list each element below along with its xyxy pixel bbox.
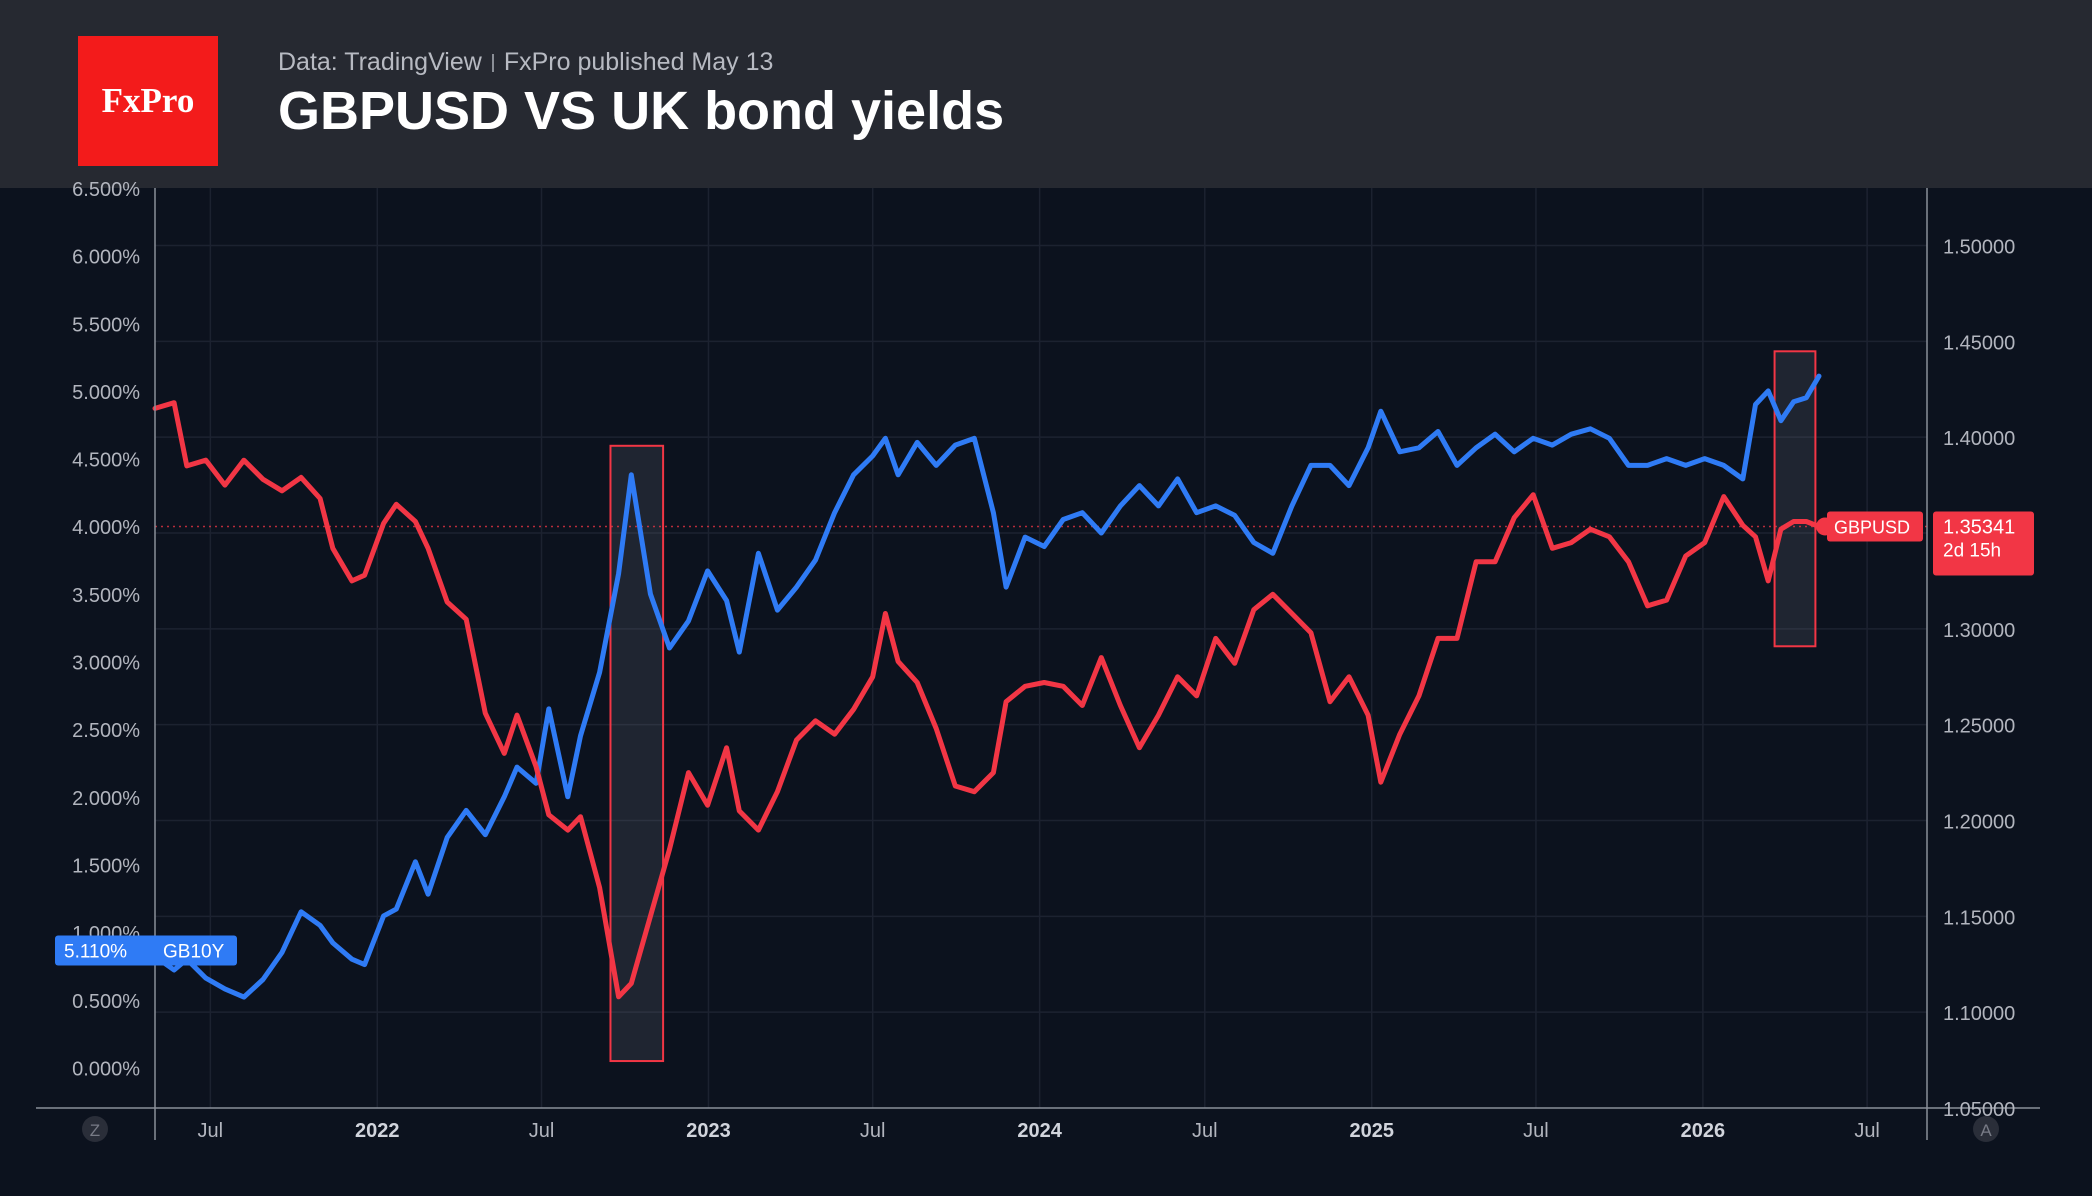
published-date: FxPro published May 13 — [503, 48, 774, 76]
x-tick-label: Jul — [529, 1120, 555, 1142]
gbpusd-countdown: 2d 15h — [1943, 540, 2001, 561]
right-axis-ticks: 1.500001.450001.400001.350001.300001.250… — [1943, 237, 2015, 1122]
x-tick-label: 2024 — [1017, 1120, 1062, 1142]
gbpusd-last-value: 1.35341 — [1943, 516, 2015, 538]
series-line-gbpusd — [152, 400, 1822, 1000]
right-tick-label: 1.15000 — [1943, 907, 2015, 929]
gb10y-value-label-bg — [55, 935, 237, 966]
scale-left-button[interactable] — [82, 1116, 108, 1142]
axes — [36, 188, 2040, 1140]
auto-scale-button[interactable] — [1973, 1116, 1999, 1142]
right-tick-label: 1.30000 — [1943, 620, 2015, 642]
x-tick-label: Jul — [1523, 1120, 1549, 1142]
left-tick-label: 2.000% — [72, 788, 140, 810]
fxpro-logo: FxPro — [78, 36, 218, 166]
right-tick-label: 1.05000 — [1943, 1099, 2015, 1121]
right-tick-label: 1.20000 — [1943, 812, 2015, 834]
x-tick-label: 2023 — [686, 1120, 731, 1142]
byline-separator — [491, 54, 494, 73]
x-tick-label: Jul — [860, 1120, 886, 1142]
logo-text: FxPro — [101, 81, 195, 120]
gb10y-last-value: 5.110% — [64, 941, 127, 962]
highlight-boxes — [609, 350, 1817, 1063]
series-line-gb10y — [152, 373, 1822, 1000]
scale-left-button-label: Z — [90, 1121, 100, 1140]
x-tick-label: 2026 — [1681, 1120, 1726, 1142]
x-tick-label: Jul — [1192, 1120, 1218, 1142]
auto-scale-button-label: A — [1980, 1121, 1992, 1140]
byline: Data: TradingView FxPro published May 13 — [278, 48, 773, 77]
left-tick-label: 0.000% — [72, 1058, 140, 1080]
data-source: Data: TradingView — [278, 48, 482, 76]
left-tick-label: 4.000% — [72, 517, 140, 539]
x-tick-label: 2022 — [355, 1120, 400, 1142]
grid — [155, 188, 1927, 1108]
left-tick-label: 3.000% — [72, 653, 140, 675]
gbpusd-name-label-bg — [1827, 511, 1923, 542]
x-tick-label: Jul — [1854, 1120, 1880, 1142]
left-tick-label: 6.500% — [72, 179, 140, 201]
left-tick-label: 3.500% — [72, 585, 140, 607]
right-tick-label: 1.25000 — [1943, 716, 2015, 738]
left-tick-label: 0.500% — [72, 991, 140, 1013]
series-lines — [152, 373, 1835, 1000]
left-tick-label: 2.500% — [72, 720, 140, 742]
x-axis-ticks: Jul 2022 Jul 2023 Jul 2024 Jul 2025 Jul 2026 Jul Z A — [82, 1116, 1999, 1142]
left-tick-label: 4.500% — [72, 450, 140, 472]
left-axis-ticks: 6.500% 6.000% 5.500% 5.000% 4.500% 4.000% 3.50… — [72, 179, 140, 1080]
x-tick-label: 2025 — [1349, 1120, 1394, 1142]
left-tick-label: 5.500% — [72, 314, 140, 336]
right-tick-label: 1.10000 — [1943, 1003, 2015, 1025]
x-tick-label: Jul — [198, 1120, 224, 1142]
right-tick-label: 1.40000 — [1943, 428, 2015, 450]
gb10y-series-name: GB10Y — [163, 941, 225, 962]
gbpusd-price-label-bg — [1933, 511, 2034, 576]
chart-header: FxPro Data: TradingView FxPro published M… — [0, 0, 2092, 188]
left-tick-label: 5.000% — [72, 382, 140, 404]
left-tick-label: 6.000% — [72, 247, 140, 269]
right-tick-label: 1.45000 — [1943, 332, 2015, 354]
right-tick-label: 1.50000 — [1943, 237, 2015, 259]
chart-title: GBPUSD VS UK bond yields — [278, 81, 1005, 141]
gbpusd-series-name: GBPUSD — [1834, 517, 1910, 537]
left-tick-label: 1.500% — [72, 855, 140, 877]
